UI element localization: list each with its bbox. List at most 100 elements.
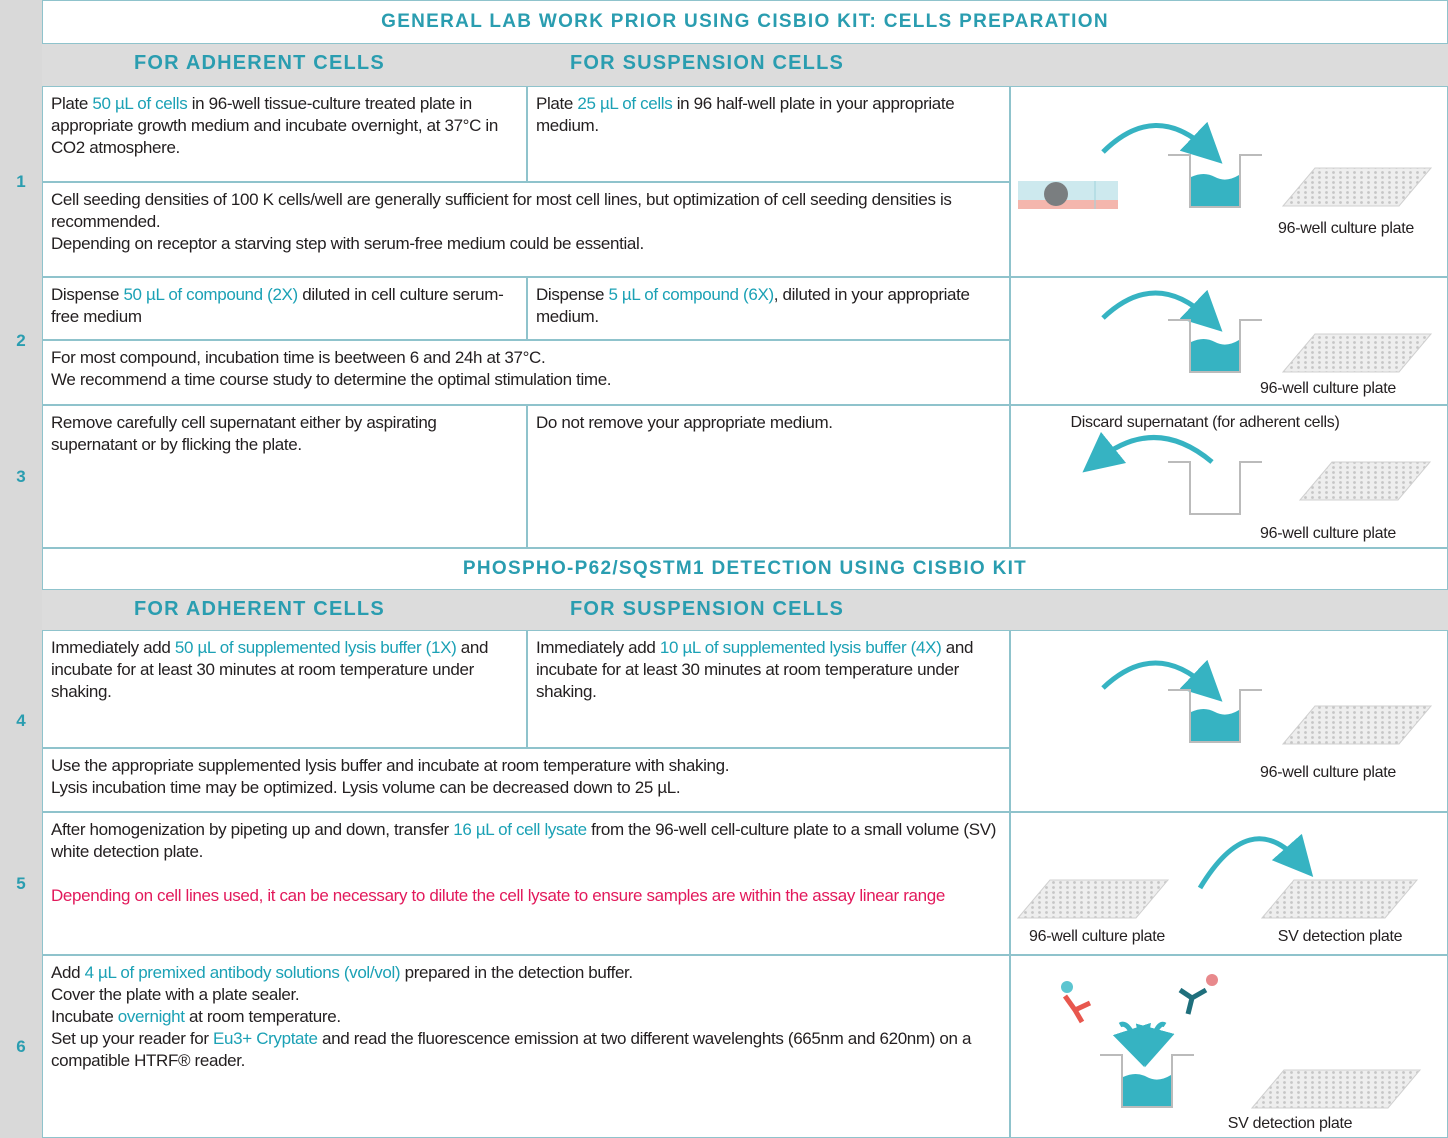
text-run: 10 µL of supplemented lysis buffer (4X)	[659, 638, 942, 657]
figure-cell	[1010, 86, 1448, 277]
text-run: 4 µL of premixed antibody solutions (vol…	[84, 963, 401, 982]
text-run: Eu3+ Cryptate	[213, 1029, 318, 1048]
paragraph: Use the appropriate supplemented lysis b…	[51, 755, 1001, 777]
adherent-cell: Remove carefully cell supernatant either…	[42, 405, 527, 548]
paragraph: Dispense 50 µL of compound (2X) diluted …	[51, 284, 518, 328]
text-run: from the 96-well cell-culture plate to a…	[51, 820, 997, 861]
paragraph: Depending on receptor a starving step wi…	[51, 233, 1001, 255]
text-run: Immediately add	[51, 638, 175, 657]
text-run: Incubate	[51, 1007, 118, 1026]
text-run: 16 µL of cell lysate	[453, 820, 587, 839]
figure-caption: SV detection plate	[1277, 928, 1403, 945]
step-number-text: 3	[16, 466, 26, 486]
paragraph: Dispense 5 µL of compound (6X), diluted …	[536, 284, 1001, 328]
text-run: at room temperature.	[184, 1007, 341, 1026]
text-run: and incubate for at least 30 minutes at …	[536, 638, 974, 701]
text-run: Use the appropriate supplemented lysis b…	[51, 756, 730, 775]
paragraph: Cell seeding densities of 100 K cells/we…	[51, 189, 1001, 233]
text-run: diluted in cell culture serum-free mediu…	[51, 285, 504, 326]
column-header: FOR SUSPENSION CELLS	[570, 598, 845, 620]
paragraph: Incubate overnight at room temperature.	[51, 1006, 1001, 1028]
suspension-cell: Plate 25 µL of cells in 96 half-well pla…	[527, 86, 1010, 182]
text-run: Add	[51, 963, 85, 982]
step-number: 5	[0, 812, 42, 955]
suspension-cell: Dispense 5 µL of compound (6X), diluted …	[527, 277, 1010, 340]
step-number-text: 2	[16, 331, 26, 350]
step-number: 6	[0, 955, 42, 1138]
text-run: Remove carefully cell supernatant either…	[51, 413, 437, 454]
figure-caption: 96-well culture plate	[1260, 525, 1396, 542]
figure-cell	[1010, 955, 1448, 1138]
paragraph: Plate 25 µL of cells in 96 half-well pla…	[536, 93, 1001, 137]
paragraph: Lysis incubation time may be optimized. …	[51, 777, 1001, 799]
text-cell: Add 4 µL of premixed antibody solutions …	[42, 955, 1010, 1138]
text-run: 50 µL of compound (2X)	[123, 285, 298, 304]
paragraph: Remove carefully cell supernatant either…	[51, 412, 518, 456]
note-cell: Cell seeding densities of 100 K cells/we…	[42, 182, 1010, 277]
figure-caption: 96-well culture plate	[1029, 928, 1165, 945]
step-column	[0, 0, 42, 1138]
figure-caption: 96-well culture plate	[1278, 220, 1414, 237]
figure-caption: SV detection plate	[1227, 1115, 1353, 1132]
text-run: 25 µL of cells	[577, 94, 673, 113]
step-number-text: 6	[16, 1036, 26, 1056]
suspension-cell: Immediately add 10 µL of supplemented ly…	[527, 630, 1010, 748]
paragraph: Depending on cell lines used, it can be …	[51, 885, 1001, 907]
column-header-row: FOR ADHERENT CELLS FOR SUSPENSION CELLS	[42, 590, 1448, 630]
section-title: PHOSPHO-P62/SQSTM1 DETECTION USING CISBI…	[42, 548, 1448, 590]
adherent-cell: Immediately add 50 µL of supplemented ly…	[42, 630, 527, 748]
column-header-row: FOR ADHERENT CELLS FOR SUSPENSION CELLS	[42, 44, 1448, 86]
column-header: FOR ADHERENT CELLS	[134, 52, 385, 74]
text-run: overnight	[117, 1007, 185, 1026]
step-number-text: 1	[16, 171, 26, 191]
step-number: 3	[0, 405, 42, 548]
figure-cell	[1010, 630, 1448, 812]
figure-caption: 96-well culture plate	[1260, 380, 1396, 397]
paragraph: Immediately add 50 µL of supplemented ly…	[51, 637, 518, 703]
figure-label: Discard supernatant (for adherent cells)	[1070, 414, 1340, 431]
text-run: Cell seeding densities of 100 K cells/we…	[51, 190, 952, 231]
text-run: We recommend a time course study to dete…	[51, 370, 612, 389]
figure-caption: 96-well culture plate	[1260, 764, 1396, 781]
step-number: 4	[0, 630, 42, 812]
text-run: For most compound, incubation time is be…	[51, 348, 546, 367]
step-number: 2	[0, 277, 42, 405]
text-run: , diluted in your appropriate medium.	[536, 285, 970, 326]
text-run: in 96 half-well plate in your appropriat…	[536, 94, 955, 135]
text-run: 50 µL of cells	[92, 94, 188, 113]
step-number-text: 5	[16, 873, 26, 893]
paragraph: Plate 50 µL of cells in 96-well tissue-c…	[51, 93, 518, 159]
note-cell: For most compound, incubation time is be…	[42, 340, 1010, 405]
paragraph: Do not remove your appropriate medium.	[536, 412, 1001, 434]
section-title: GENERAL LAB WORK PRIOR USING CISBIO KIT:…	[42, 0, 1448, 44]
text-run: Plate	[536, 94, 578, 113]
text-run: 50 µL of supplemented lysis buffer (1X)	[174, 638, 457, 657]
text-run: and incubate for at least 30 minutes at …	[51, 638, 489, 701]
paragraph: We recommend a time course study to dete…	[51, 369, 1001, 391]
text-run: Do not remove your appropriate medium.	[536, 413, 833, 432]
paragraph: Immediately add 10 µL of supplemented ly…	[536, 637, 1001, 703]
adherent-cell: Dispense 50 µL of compound (2X) diluted …	[42, 277, 527, 340]
text-run: After homogenization by pipeting up and …	[51, 820, 454, 839]
paragraph: For most compound, incubation time is be…	[51, 347, 1001, 369]
adherent-cell: Plate 50 µL of cells in 96-well tissue-c…	[42, 86, 527, 182]
paragraph: After homogenization by pipeting up and …	[51, 819, 1001, 863]
text-run: 5 µL of compound (6X)	[608, 285, 774, 304]
column-header: FOR SUSPENSION CELLS	[570, 52, 845, 74]
suspension-cell: Do not remove your appropriate medium.	[527, 405, 1010, 548]
text-run: and read the fluorescence emission at tw…	[51, 1029, 972, 1070]
title-text: GENERAL LAB WORK PRIOR USING CISBIO KIT:…	[381, 11, 1109, 32]
text-run: Set up your reader for	[51, 1029, 214, 1048]
text-run: Lysis incubation time may be optimized. …	[51, 778, 681, 797]
text-run: Immediately add	[536, 638, 660, 657]
text-run: Depending on cell lines used, it can be …	[51, 886, 945, 905]
column-header: FOR ADHERENT CELLS	[134, 598, 385, 620]
paragraph: Cover the plate with a plate sealer.	[51, 984, 1001, 1006]
text-run: Dispense	[51, 285, 124, 304]
title-text: PHOSPHO-P62/SQSTM1 DETECTION USING CISBI…	[462, 558, 1028, 579]
text-run: Dispense	[536, 285, 609, 304]
text-run: prepared in the detection buffer.	[400, 963, 634, 982]
step-number: 1	[0, 86, 42, 277]
text-run: Depending on receptor a starving step wi…	[51, 234, 644, 253]
